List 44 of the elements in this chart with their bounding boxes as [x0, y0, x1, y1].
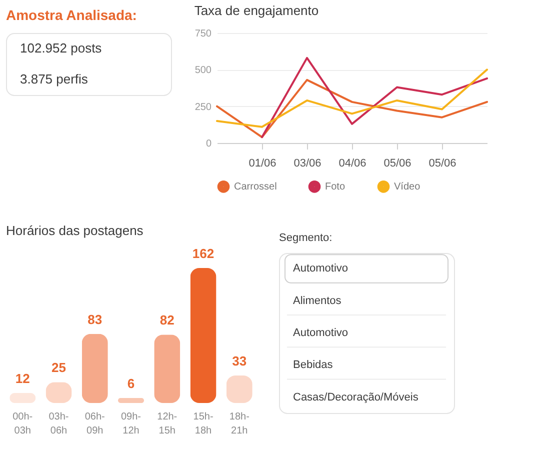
data-label: 82: [160, 312, 174, 328]
text: Amostra Analisada:: [6, 7, 137, 23]
x-tick-label: 03h-06h: [48, 412, 69, 436]
data-label: 83: [88, 312, 102, 327]
text: 3.875 perfis: [20, 72, 88, 86]
x-tick-label: 04/06: [338, 158, 366, 170]
bar: [82, 334, 108, 403]
text: Automotivo: [293, 262, 348, 275]
line-series: [216, 78, 488, 138]
legend-label: Foto: [325, 182, 346, 193]
x-tick-label: 03/06: [294, 158, 322, 170]
x-tick-label: 05/06: [384, 158, 412, 170]
y-tick-label: 0: [206, 138, 212, 150]
text: Segmento:: [279, 232, 332, 244]
y-tick-label: 250: [194, 102, 212, 113]
y-tick-label: 500: [194, 65, 212, 76]
text: Bebidas: [293, 359, 334, 372]
data-label: 25: [52, 360, 66, 376]
text: Automotivo: [293, 327, 348, 339]
y-tick-label: 750: [194, 28, 212, 40]
x-tick-label: 12h-15h: [157, 412, 178, 436]
bar: [190, 268, 216, 403]
x-tick-label: 18h-21h: [229, 412, 250, 436]
legend-label: Carrossel: [234, 182, 277, 193]
x-tick-label: 09h-12h: [120, 412, 142, 436]
text: Alimentos: [293, 294, 342, 307]
data-label: 162: [192, 246, 214, 261]
bar: [118, 398, 144, 403]
text: 102.952 posts: [20, 40, 102, 56]
chart-title: Horários das postagens: [6, 223, 144, 238]
data-label: 33: [232, 354, 247, 368]
data-label: 12: [15, 371, 30, 386]
text: Casas/Decoração/Móveis: [293, 391, 419, 404]
x-tick-label: 15h-18h: [193, 412, 214, 436]
line-series: [216, 68, 488, 128]
bar: [154, 334, 180, 403]
data-label: 6: [127, 376, 135, 391]
x-tick-label: 00h-03h: [12, 412, 33, 436]
chart-title: Taxa de engajamento: [194, 3, 319, 18]
x-tick-label: 05/06: [428, 158, 456, 170]
legend-label: Vídeo: [394, 182, 421, 193]
x-tick-label: 06h-09h: [84, 412, 105, 436]
x-tick-label: 01/06: [248, 158, 276, 170]
line-series: [261, 56, 488, 138]
